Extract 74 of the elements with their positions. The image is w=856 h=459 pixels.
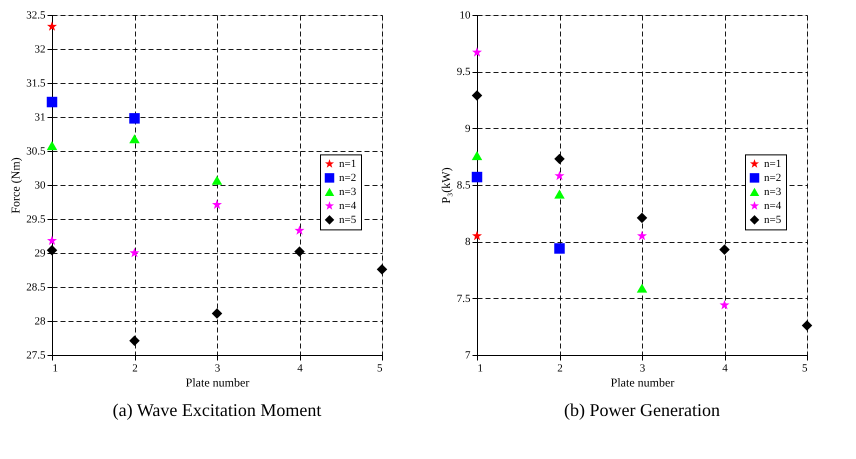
x-tick-label: 3	[640, 362, 646, 374]
x-tick-label: 5	[802, 362, 808, 374]
text: (b) Power Generation	[564, 400, 720, 420]
point	[472, 150, 482, 160]
point	[802, 320, 812, 331]
y-tick-label: 30	[34, 180, 46, 192]
legend-label: n=2	[339, 172, 356, 184]
y-axis-title: Force (Nm)	[8, 157, 22, 214]
y-tick-label: 31	[34, 112, 46, 124]
legend-label: n=2	[764, 172, 782, 184]
y-tick-label: 32	[34, 44, 46, 56]
x-tick-label: 5	[377, 362, 383, 374]
point	[720, 300, 730, 310]
x-axis-title: Plate number	[186, 376, 250, 390]
point	[130, 248, 140, 258]
x-tick-label: 2	[557, 362, 563, 374]
point	[47, 236, 57, 246]
legend-label: n=5	[764, 214, 782, 226]
y-tick-label: 9	[465, 122, 471, 135]
x-axis-title: Plate number	[610, 376, 674, 390]
y-tick-label: 29.5	[26, 214, 46, 226]
y-tick-label: 8.5	[456, 180, 471, 192]
point	[472, 47, 482, 57]
point	[129, 113, 140, 124]
point	[294, 246, 305, 257]
x-tick-label: 3	[214, 362, 221, 374]
point	[46, 141, 58, 150]
y-tick-label: 32.5	[26, 10, 46, 22]
legend-label: n=3	[764, 186, 782, 198]
x-tick-label: 4	[722, 362, 728, 374]
point	[554, 190, 565, 199]
point	[554, 243, 565, 254]
point	[46, 245, 58, 256]
legend-label: n=4	[764, 200, 782, 212]
legend-label: n=1	[339, 158, 356, 170]
point	[212, 199, 222, 209]
x-tick-label: 2	[132, 362, 138, 374]
point	[376, 264, 388, 275]
point	[294, 225, 304, 235]
legend-label: n=5	[339, 214, 357, 226]
point	[636, 212, 648, 224]
point	[46, 96, 58, 108]
y-tick-label: 29	[34, 248, 46, 260]
point	[47, 21, 57, 31]
legend-label: n=3	[339, 186, 357, 198]
text: (a) Wave Excitation Moment	[112, 400, 322, 420]
x-tick-label: 4	[297, 362, 304, 374]
legend-label: n=1	[764, 158, 782, 170]
point	[472, 90, 482, 101]
point	[129, 134, 140, 144]
y-axis-title: P₃(kW)	[438, 167, 453, 204]
y-tick-label: 31.5	[26, 78, 46, 90]
legend-label: n=4	[339, 200, 357, 212]
point	[637, 230, 647, 240]
point	[472, 172, 482, 182]
point	[212, 176, 222, 185]
point	[636, 284, 648, 293]
y-tick-label: 7.5	[456, 292, 471, 305]
y-tick-label: 30.5	[26, 146, 46, 158]
y-tick-label: 9.5	[456, 66, 471, 78]
y-tick-label: 10	[460, 10, 471, 22]
point	[554, 170, 564, 180]
y-tick-label: 8	[465, 236, 471, 248]
x-tick-label: 1	[52, 362, 58, 374]
point	[472, 230, 482, 240]
y-tick-label: 28	[34, 316, 46, 328]
y-tick-label: 28.5	[26, 282, 46, 294]
y-tick-label: 27.5	[26, 350, 46, 362]
point	[554, 154, 565, 164]
y-tick-label: 7	[465, 350, 471, 362]
point	[212, 308, 222, 319]
point	[719, 244, 730, 255]
point	[129, 335, 140, 346]
x-tick-label: 1	[478, 362, 483, 374]
